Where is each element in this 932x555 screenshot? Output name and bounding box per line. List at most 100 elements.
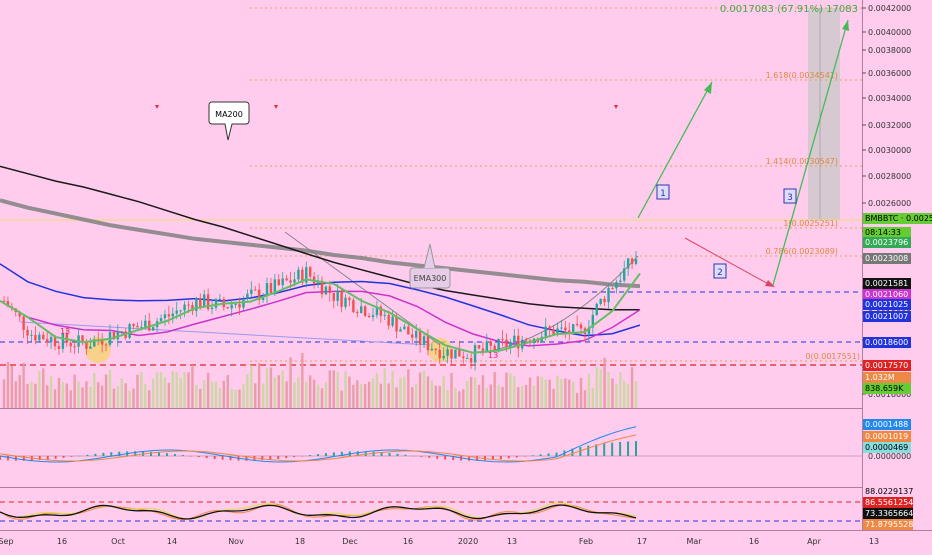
price-tick-label: 0.0028000 — [868, 172, 911, 181]
volume-bar — [136, 374, 139, 408]
rsi-pane[interactable] — [0, 501, 862, 522]
rsi-axis[interactable]: 88.0229137 86.5561254 73.3365664 71.8795528 — [863, 486, 913, 530]
volume-bar — [199, 388, 202, 408]
candle — [375, 300, 379, 319]
candle — [383, 311, 386, 320]
ma200-label: MA200 — [215, 110, 243, 119]
macd-histogram-bar — [221, 456, 224, 460]
macd-histogram-bar — [70, 456, 73, 457]
candle — [61, 330, 65, 353]
svg-text:0.0021060: 0.0021060 — [865, 290, 908, 299]
macd-histogram-bar — [587, 445, 590, 456]
price-badge: 0.0023008 — [863, 253, 911, 264]
ema300-callout[interactable]: EMA300 — [409, 243, 451, 289]
macd-histogram-bar — [324, 453, 327, 456]
macd-histogram-bar — [555, 452, 558, 456]
svg-text:0.0001019: 0.0001019 — [865, 432, 908, 441]
price-tick-label: 0.0040000 — [868, 28, 911, 37]
candle — [623, 260, 626, 283]
volume-bar — [473, 377, 477, 408]
volume-bar — [481, 375, 485, 408]
macd-histogram-bar — [78, 455, 81, 457]
volume-bar — [579, 377, 583, 408]
volume-bar — [505, 372, 508, 408]
ema300-label: EMA300 — [414, 274, 447, 283]
candle — [575, 315, 579, 327]
time-axis[interactable]: Sep 16 Oct 14 Nov 18 Dec 16 2020 13 Feb 17 Mar 16 Apr 1… — [0, 537, 879, 546]
volume-bar — [611, 378, 614, 408]
macd-histogram-bar — [595, 444, 598, 456]
volume-bar — [356, 380, 359, 408]
macd-badge: 0.0001488 — [863, 419, 911, 430]
volume-bar — [587, 373, 591, 408]
svg-text:0.0021007: 0.0021007 — [865, 312, 908, 321]
macd-histogram-bar — [603, 443, 606, 456]
macd-histogram-bar — [118, 451, 121, 456]
candle — [305, 261, 308, 288]
rsi-badge: 88.0229137 — [863, 486, 913, 497]
volume-bar — [305, 381, 308, 408]
svg-text:08:14:33: 08:14:33 — [865, 228, 901, 237]
macd-histogram-bar — [245, 456, 248, 461]
macd-histogram-bar — [372, 451, 375, 456]
volume-bar — [328, 370, 332, 408]
price-badge: BMBBTC · 0.0025149 — [863, 213, 932, 224]
candle — [587, 320, 591, 342]
volume-bar — [548, 379, 551, 408]
macd-histogram-bar — [134, 451, 137, 456]
volume-bar — [187, 372, 190, 408]
volume-bar — [316, 384, 320, 408]
wave-labels: 1 2 3 — [656, 184, 797, 279]
macd-histogram-bar — [428, 456, 431, 458]
candle — [277, 274, 280, 287]
candle — [501, 330, 504, 347]
candle — [356, 309, 359, 318]
ma200-callout[interactable]: MA200 — [208, 101, 250, 141]
macd-histogram-bar — [165, 453, 168, 456]
macd-histogram-bar — [611, 442, 614, 456]
time-tick-label: 13 — [507, 537, 517, 546]
candle — [363, 305, 367, 318]
macd-histogram-bar — [436, 456, 439, 459]
volume-bar — [265, 368, 269, 408]
candle — [438, 341, 441, 364]
svg-text:0.0000469: 0.0000469 — [865, 443, 908, 452]
volume-bar — [575, 393, 579, 408]
macd-pane[interactable] — [0, 426, 862, 463]
candle — [285, 274, 288, 282]
macd-histogram-bar — [491, 456, 494, 460]
volume-bar — [195, 384, 198, 408]
macd-histogram-bar — [619, 442, 622, 456]
svg-text:73.3365664: 73.3365664 — [865, 509, 913, 518]
candle — [100, 333, 104, 353]
volume-bar — [320, 388, 324, 408]
volume-bar — [379, 383, 383, 408]
candle — [352, 297, 355, 314]
price-tick-label: 0.0042000 — [868, 4, 911, 13]
time-tick-label: 16 — [749, 537, 759, 546]
macd-badge: 0.0000469 — [863, 442, 911, 453]
macd-histogram-bar — [301, 456, 304, 457]
volume-bar — [171, 371, 174, 408]
volume-bar — [34, 383, 37, 408]
volume-bar — [340, 390, 343, 408]
volume-bar — [30, 382, 33, 408]
price-tick-label: 0.0030000 — [868, 146, 911, 155]
volume-bar — [619, 372, 622, 408]
candle — [626, 257, 630, 276]
price-tick-label: 0.0034000 — [868, 94, 911, 103]
macd-histogram-bar — [205, 456, 208, 459]
bottom-highlight-left — [85, 337, 111, 363]
wave-1-label: 1 — [660, 189, 666, 199]
candle — [469, 353, 473, 369]
candle — [218, 293, 222, 301]
candle — [477, 344, 481, 350]
volume-bar — [493, 371, 496, 408]
wave-3-label: 3 — [787, 193, 793, 203]
macd-histogram-bar — [0, 456, 1, 460]
volume-bar — [513, 376, 516, 408]
